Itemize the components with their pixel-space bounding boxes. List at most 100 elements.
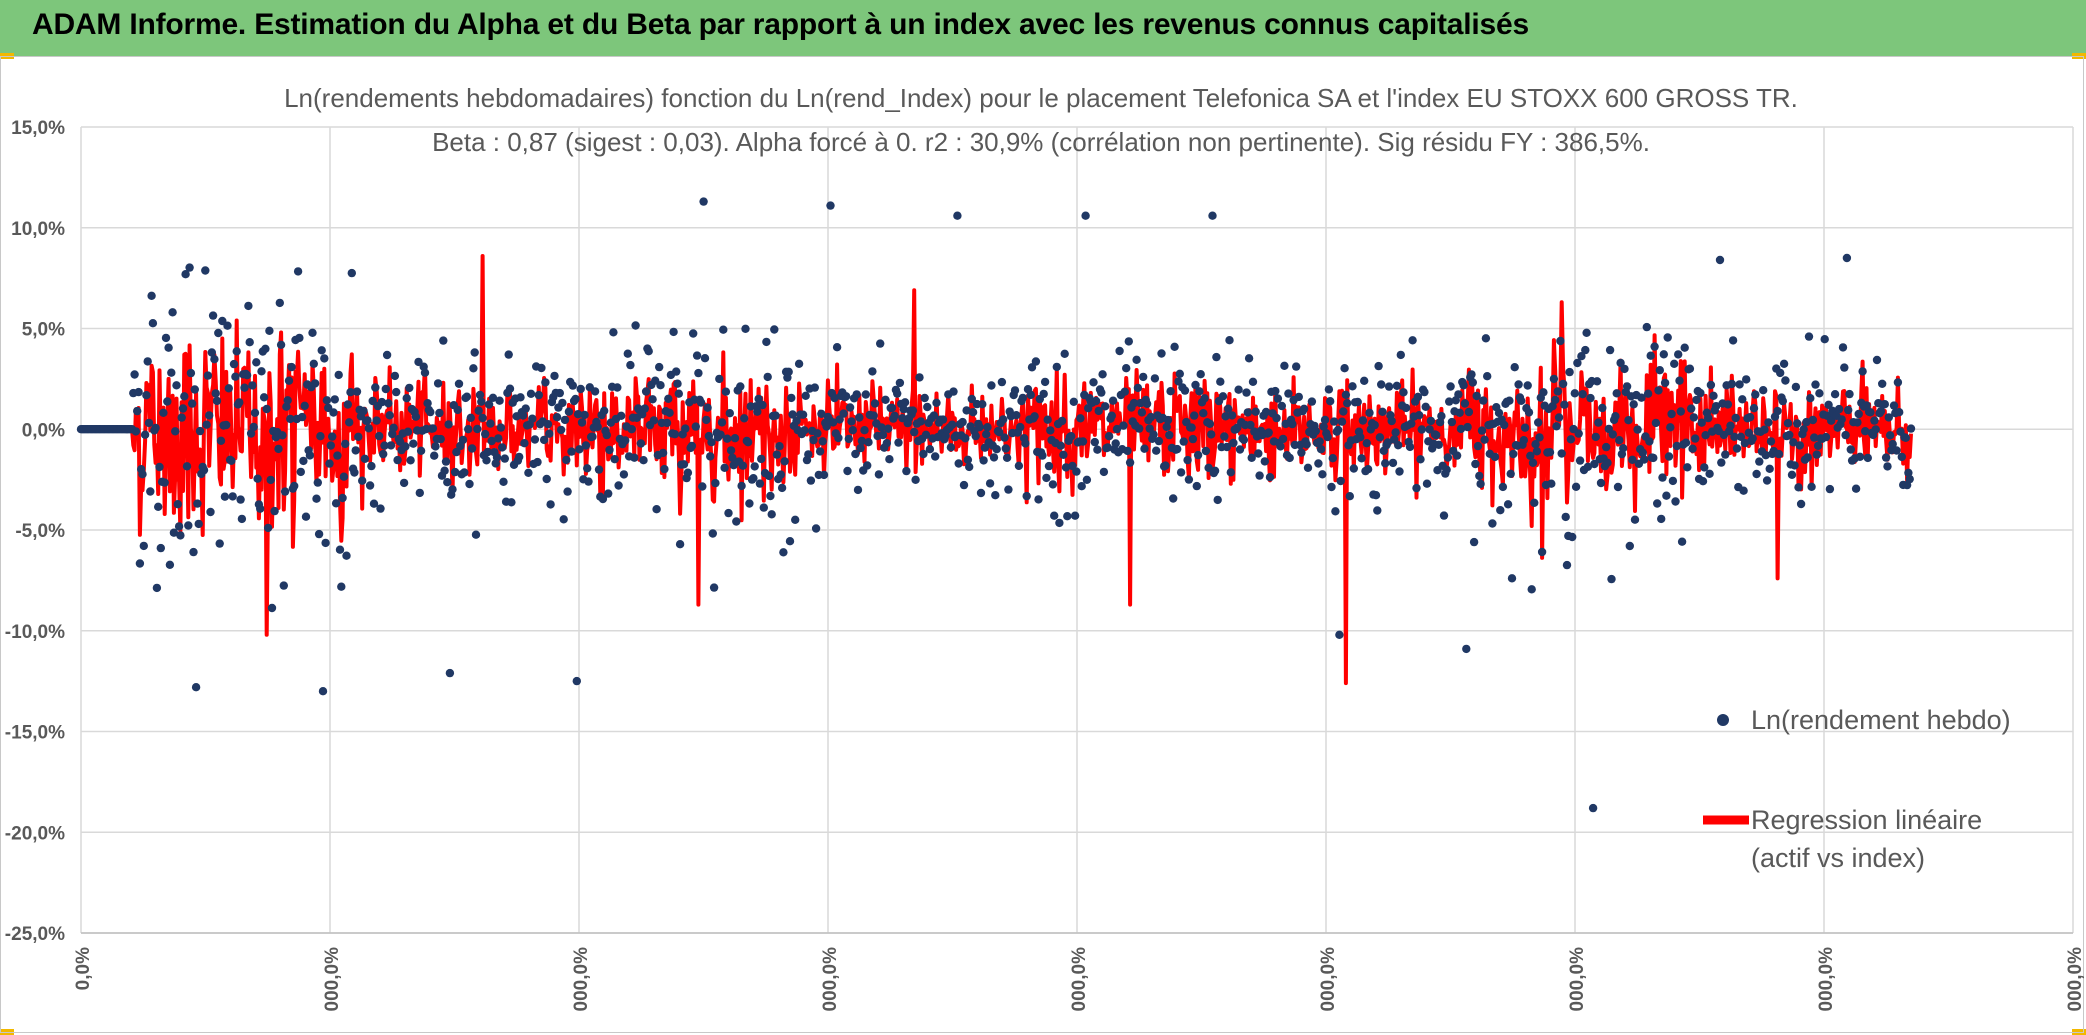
scatter-point	[971, 431, 980, 441]
scatter-point	[1783, 419, 1793, 428]
scatter-point	[133, 406, 142, 416]
scatter-point	[1034, 495, 1043, 504]
scatter-point	[423, 399, 432, 408]
scatter-point	[1326, 397, 1335, 406]
scatter-point	[1315, 437, 1324, 446]
scatter-point	[563, 487, 572, 496]
scatter-point	[1790, 461, 1799, 470]
scatter-point	[464, 425, 473, 434]
scatter-point	[334, 370, 343, 380]
scatter-point	[1838, 343, 1848, 352]
scatter-point	[1558, 379, 1568, 389]
scatter-point	[1611, 412, 1620, 421]
scatter-point	[1660, 378, 1670, 388]
scatter-point	[1254, 449, 1263, 458]
scatter-point	[946, 443, 956, 452]
scatter-point	[699, 197, 708, 206]
scatter-point	[1881, 453, 1891, 462]
scatter-point	[1345, 492, 1355, 501]
chart-title-line-1: Ln(rendements hebdomadaires) fonction du…	[284, 83, 1798, 113]
scatter-point	[664, 394, 673, 403]
scatter-point	[757, 454, 766, 464]
scatter-point	[877, 423, 886, 432]
scatter-point	[1764, 418, 1773, 427]
scatter-point	[1760, 425, 1769, 434]
scatter-point	[1613, 482, 1623, 492]
scatter-point	[1239, 435, 1249, 444]
scatter-point	[1670, 359, 1679, 368]
scatter-point	[250, 408, 260, 417]
scatter-point	[1407, 419, 1416, 428]
scatter-point	[1152, 446, 1161, 455]
scatter-point	[1043, 415, 1052, 424]
scatter-point	[1111, 439, 1120, 448]
scatter-point	[1166, 387, 1175, 396]
scatter-point	[1050, 511, 1059, 520]
scatter-point	[430, 451, 439, 460]
scatter-point	[708, 529, 717, 538]
scatter-point	[948, 420, 957, 429]
scatter-point	[702, 415, 711, 425]
scatter-point	[1394, 441, 1403, 450]
scatter-point	[1251, 407, 1260, 416]
scatter-point	[1040, 377, 1050, 387]
scatter-point	[1112, 424, 1122, 434]
scatter-point	[631, 321, 640, 330]
scatter-point	[1537, 547, 1547, 557]
scatter-point	[842, 392, 851, 401]
scatter-point	[450, 467, 460, 477]
scatter-point	[798, 410, 808, 419]
scatter-point	[1302, 440, 1311, 449]
scatter-point	[1145, 424, 1154, 433]
scatter-point	[144, 418, 154, 428]
scatter-point	[343, 400, 352, 409]
scatter-point	[534, 390, 543, 400]
scatter-point	[920, 393, 929, 403]
scatter-point	[1288, 419, 1297, 429]
scatter-point	[1845, 389, 1854, 399]
scatter-point	[1520, 423, 1530, 432]
scatter-point	[1570, 389, 1580, 398]
scatter-point	[1038, 451, 1047, 460]
scatter-point	[1319, 422, 1328, 431]
scatter-point	[1061, 463, 1071, 472]
scatter-point	[1294, 392, 1304, 402]
scatter-point	[711, 478, 720, 488]
scatter-point	[543, 420, 553, 429]
scatter-point	[1115, 346, 1124, 356]
scatter-point	[1781, 376, 1790, 385]
scatter-point	[1765, 464, 1774, 473]
scatter-point	[494, 434, 503, 443]
scatter-point	[1026, 390, 1035, 400]
scatter-point	[1723, 400, 1733, 409]
scatter-point	[354, 432, 363, 441]
scatter-point	[1416, 455, 1425, 464]
x-tick-label: 000,0%	[1318, 947, 1339, 1012]
scatter-point	[852, 390, 861, 399]
scatter-point	[1320, 415, 1330, 425]
scatter-point	[252, 358, 261, 367]
scatter-point	[138, 470, 147, 479]
scatter-point	[359, 406, 368, 416]
scatter-point	[811, 524, 821, 533]
scatter-point	[1260, 457, 1270, 466]
scatter-point	[420, 368, 430, 377]
scatter-point	[431, 442, 440, 451]
scatter-point	[487, 436, 496, 446]
scatter-point	[1676, 407, 1686, 416]
scatter-point	[1039, 389, 1048, 399]
scatter-point	[648, 395, 657, 404]
scatter-point	[384, 399, 393, 408]
scatter-point	[1101, 402, 1110, 411]
scatter-point	[379, 449, 388, 459]
scatter-point	[1265, 473, 1275, 482]
scatter-point	[593, 422, 602, 431]
scatter-point	[403, 427, 413, 436]
scatter-point	[894, 438, 903, 447]
scatter-point	[1732, 444, 1742, 453]
scatter-point	[180, 392, 189, 401]
scatter-point	[785, 537, 795, 546]
scatter-point	[1803, 453, 1812, 462]
scatter-point	[1825, 484, 1835, 494]
scatter-point	[312, 494, 321, 503]
